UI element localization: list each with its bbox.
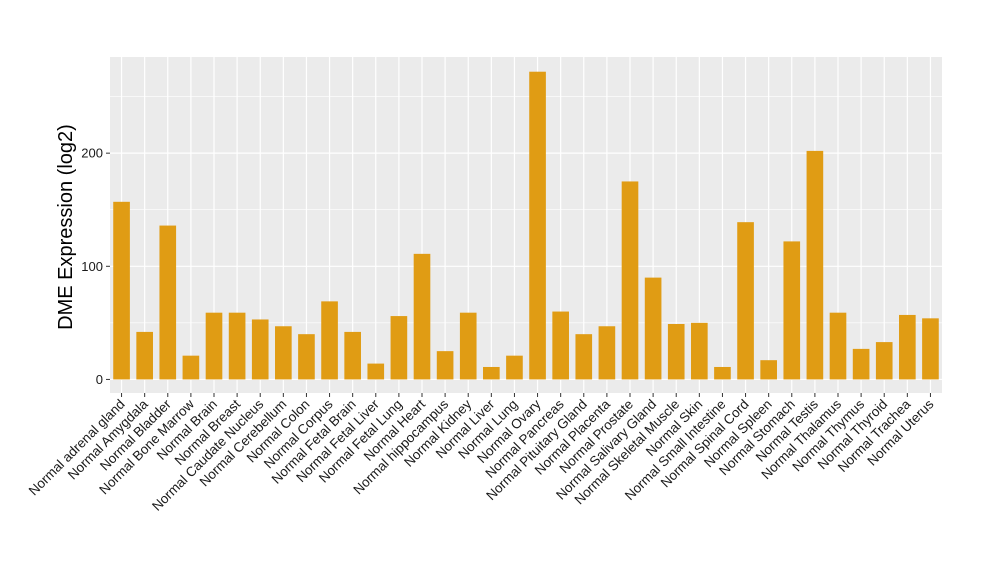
bar (367, 363, 385, 380)
bar (459, 312, 477, 380)
bar (598, 326, 616, 380)
bar (714, 366, 731, 380)
bar (922, 318, 939, 380)
bar (806, 150, 824, 380)
plot-panel (110, 57, 942, 393)
bar (875, 342, 893, 380)
bar (899, 314, 916, 380)
bar (737, 222, 754, 380)
bar (275, 326, 292, 380)
bar (182, 355, 200, 380)
bar (159, 225, 177, 380)
bar (506, 355, 523, 380)
y-tick-label: 0 (96, 372, 103, 387)
bar (136, 331, 153, 380)
bar (621, 181, 639, 380)
bar (552, 311, 569, 380)
bar (298, 334, 315, 380)
bar (436, 351, 454, 380)
bar (413, 253, 431, 380)
bar (390, 316, 408, 380)
bar (829, 312, 847, 380)
bar (483, 366, 500, 380)
bar (852, 348, 870, 380)
bar (667, 323, 685, 380)
bar (113, 201, 130, 380)
bar (644, 277, 662, 380)
y-axis: 0 100 200 (81, 146, 110, 387)
bar (529, 71, 546, 380)
bar (251, 319, 269, 380)
bar (691, 322, 708, 380)
bar (783, 241, 801, 380)
bar (344, 331, 361, 380)
bar (321, 301, 338, 380)
bar (228, 312, 246, 380)
y-tick-label: 100 (81, 259, 103, 274)
y-axis-title: DME Expression (log2) (55, 124, 77, 330)
bar (760, 360, 777, 380)
bar (575, 334, 593, 380)
y-tick-label: 200 (81, 146, 103, 161)
bar (205, 312, 223, 380)
bars (113, 71, 939, 380)
